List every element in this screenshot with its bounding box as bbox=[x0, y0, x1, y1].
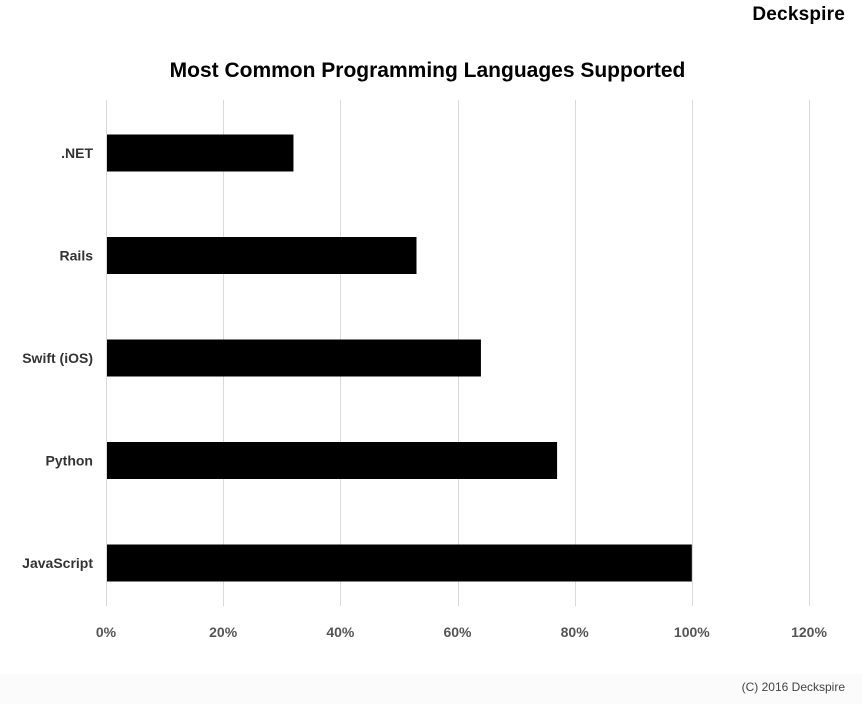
category-label-python: Python bbox=[46, 453, 93, 469]
bar-javascript bbox=[107, 544, 692, 582]
bar-python bbox=[107, 442, 558, 479]
bar-swift-ios bbox=[107, 339, 481, 377]
x-tick-label-120: 120% bbox=[791, 624, 827, 640]
x-tick-label-60: 60% bbox=[443, 624, 472, 640]
copyright-footer: (C) 2016 Deckspire bbox=[741, 680, 845, 694]
footer-band bbox=[0, 674, 862, 704]
category-label-net: .NET bbox=[61, 145, 93, 161]
brand-logo: Deckspire bbox=[752, 4, 845, 25]
bar-net bbox=[107, 134, 294, 172]
category-label-swift-ios: Swift (iOS) bbox=[22, 350, 93, 366]
x-tick-label-20: 20% bbox=[209, 624, 238, 640]
x-tick-label-100: 100% bbox=[674, 624, 710, 640]
bar-rails bbox=[107, 237, 417, 274]
x-tick-label-80: 80% bbox=[561, 624, 590, 640]
category-label-javascript: JavaScript bbox=[22, 555, 93, 571]
x-tick-label-40: 40% bbox=[326, 624, 355, 640]
category-label-rails: Rails bbox=[60, 248, 94, 264]
x-tick-label-0: 0% bbox=[96, 624, 117, 640]
chart-title: Most Common Programming Languages Suppor… bbox=[169, 59, 686, 82]
